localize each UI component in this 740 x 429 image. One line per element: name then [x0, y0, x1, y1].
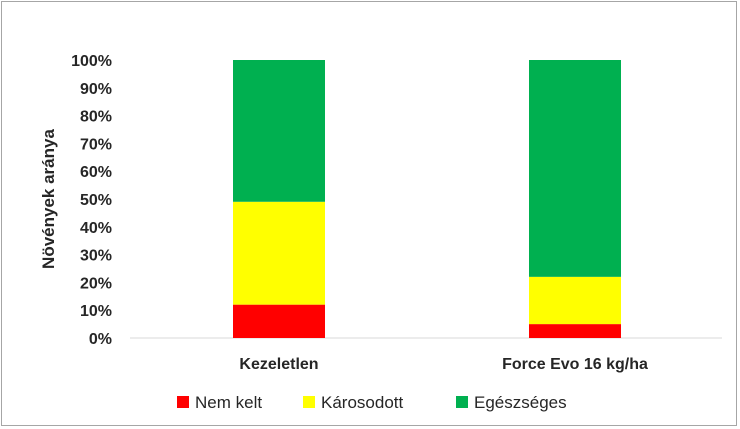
- y-tick-label: 80%: [80, 109, 112, 126]
- bar-segment: [529, 276, 621, 325]
- category-label: Force Evo 16 kg/ha: [502, 356, 648, 373]
- bar-segment: [233, 201, 325, 305]
- y-tick-label: 40%: [80, 220, 112, 237]
- y-tick-label: 100%: [71, 53, 112, 70]
- legend-label: Egészséges: [474, 393, 567, 412]
- bar-segment: [233, 304, 325, 338]
- category-labels: Kezeletlen Force Evo 16 kg/ha: [239, 356, 648, 373]
- y-tick-label: 10%: [80, 303, 112, 320]
- legend-swatch: [177, 396, 189, 408]
- legend-label: Károsodott: [321, 393, 403, 412]
- y-axis-title: Növények aránya: [39, 129, 58, 269]
- y-tick-label: 30%: [80, 248, 112, 265]
- bars: [233, 60, 621, 338]
- bar-segment: [529, 60, 621, 277]
- y-tick-label: 70%: [80, 136, 112, 153]
- y-tick-label: 20%: [80, 275, 112, 292]
- category-label: Kezeletlen: [239, 356, 318, 373]
- legend-swatch: [303, 396, 315, 408]
- y-axis-ticks: 0% 10% 20% 30% 40% 50% 60% 70% 80% 90% 100%: [71, 53, 112, 348]
- y-tick-label: 0%: [89, 331, 112, 348]
- legend-swatch: [456, 396, 468, 408]
- bar-segment: [233, 60, 325, 202]
- legend: Nem kelt Károsodott Egészséges: [177, 393, 567, 412]
- bar-segment: [529, 324, 621, 338]
- y-tick-label: 60%: [80, 164, 112, 181]
- y-tick-label: 90%: [80, 81, 112, 98]
- y-tick-label: 50%: [80, 192, 112, 209]
- legend-label: Nem kelt: [195, 393, 262, 412]
